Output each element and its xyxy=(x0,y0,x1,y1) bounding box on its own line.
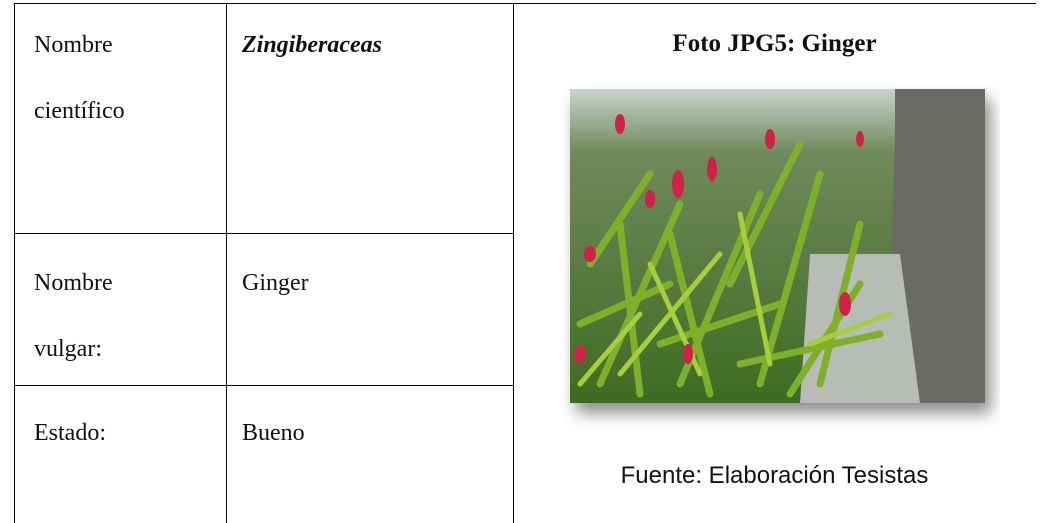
label: Nombre vulgar: xyxy=(34,270,113,362)
rule xyxy=(14,233,513,234)
photo-caption: Fuente: Elaboración Tesistas xyxy=(620,462,929,489)
value: Ginger xyxy=(242,270,309,296)
value: Zingiberaceas xyxy=(242,32,382,58)
label: Nombre científico xyxy=(34,32,125,124)
photo xyxy=(570,89,985,403)
rule xyxy=(14,3,15,523)
rule xyxy=(226,3,227,523)
value: Bueno xyxy=(242,420,305,446)
rule xyxy=(513,3,514,523)
photo-title: Foto JPG5: Ginger xyxy=(672,30,877,57)
rule xyxy=(14,3,1036,4)
label: Estado: xyxy=(34,420,106,446)
rule xyxy=(14,385,513,386)
